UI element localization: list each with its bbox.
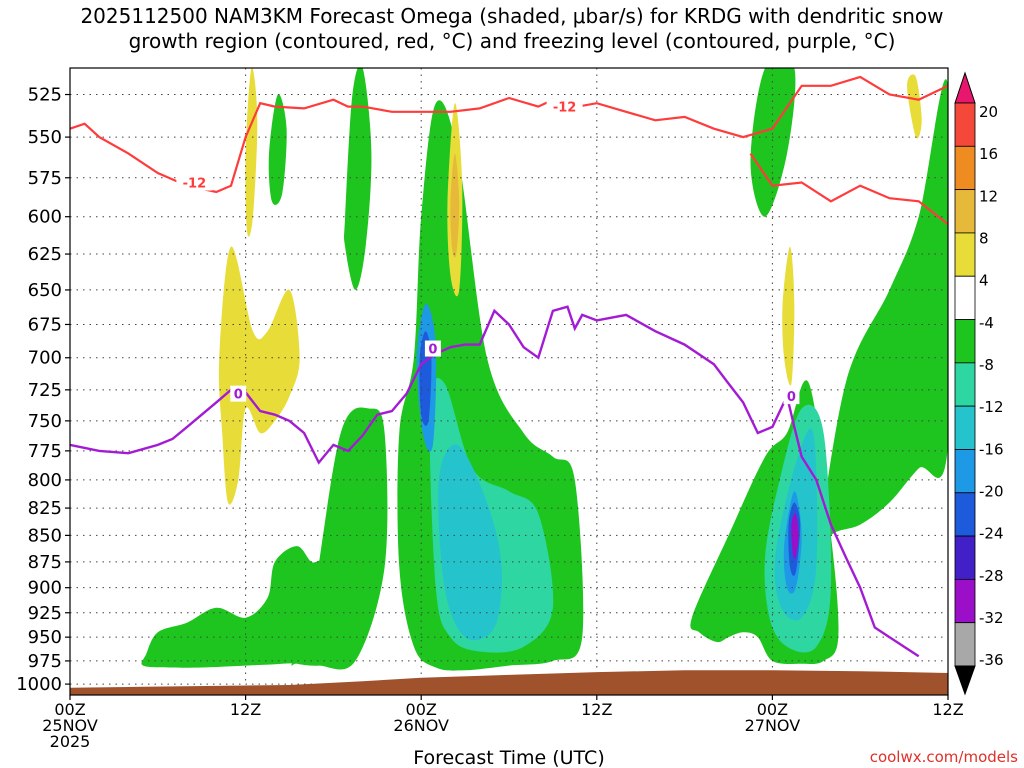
- omega-region-20-level-4: [782, 246, 795, 386]
- gridlines: [70, 68, 948, 695]
- colorbar-label-7: -12: [979, 398, 1004, 416]
- colorbar-label-5: -4: [979, 314, 994, 332]
- omega-region-21-level-4: [907, 74, 922, 139]
- y-tick-label-600: 600: [28, 207, 62, 228]
- x-tick-label-0-2: 2025: [50, 732, 91, 751]
- y-tick-label-625: 625: [28, 244, 62, 265]
- colorbar-label-0: 20: [979, 103, 998, 121]
- contours: -12 -12 0 0 0: [70, 75, 948, 658]
- colorbar-label-1: 16: [979, 145, 998, 163]
- x-tick-label-36-0: 12Z: [581, 700, 612, 719]
- omega-region-18-level-4: [245, 68, 258, 237]
- colorbar-label-3: 8: [979, 230, 989, 248]
- y-tick-label-875: 875: [28, 552, 62, 573]
- y-tick-label-525: 525: [28, 85, 62, 106]
- plot-area: -12 -12 0 0 0: [70, 68, 948, 695]
- x-tick-label-24-1: 26NOV: [393, 716, 449, 735]
- chart-title-line1: 2025112500 NAM3KM Forecast Omega (shaded…: [80, 4, 944, 28]
- dgz-label-0: -12: [183, 177, 207, 192]
- omega-region-10-level--12: [438, 444, 502, 641]
- x-tick-label-12-0: 12Z: [230, 700, 261, 719]
- y-tick-label-650: 650: [28, 280, 62, 301]
- y-tick-label-750: 750: [28, 411, 62, 432]
- colorbar-swatch-10: [954, 492, 976, 537]
- omega-region-6-level--4: [750, 68, 796, 217]
- x-tick-label-24-0: 00Z: [406, 700, 437, 719]
- colorbar-swatch-11: [954, 535, 976, 580]
- colorbar-label-9: -20: [979, 483, 1004, 501]
- y-tick-label-850: 850: [28, 525, 62, 546]
- y-tick-label-725: 725: [28, 380, 62, 401]
- omega-region-17-level-4: [218, 246, 300, 505]
- freezing-label-0-bg: [230, 385, 247, 402]
- dgz-label-1-bg: [546, 98, 583, 115]
- y-tick-label-900: 900: [28, 578, 62, 599]
- terrain: [70, 670, 948, 695]
- dgz-label-0-bg: [176, 174, 213, 191]
- colorbar-swatch-12: [954, 578, 976, 624]
- colorbar-label-8: -16: [979, 440, 1004, 458]
- omega-region-7-level--4: [815, 79, 948, 575]
- y-tick-label-800: 800: [28, 470, 62, 491]
- plot-frame: [69, 67, 949, 696]
- omega-region-1-level--4: [291, 407, 388, 670]
- y-tick-label-950: 950: [28, 627, 62, 648]
- colorbar-swatch-5: [954, 275, 976, 320]
- colorbar-swatch-9: [954, 449, 976, 494]
- freezing-label-0: 0: [234, 388, 243, 403]
- x-tick-label-48-1: 27NOV: [745, 716, 801, 735]
- dgz-contour-lower: [749, 152, 948, 226]
- omega-region-22-level-8: [450, 153, 460, 258]
- omega-region-16-level--28: [791, 513, 799, 559]
- colorbar-bottom-arrow: [954, 665, 976, 696]
- dgz-label-1: -12: [553, 101, 577, 116]
- credit-text: coolwx.com/models: [869, 748, 1018, 766]
- y-tick-label-675: 675: [28, 314, 62, 335]
- x-tick-label-60-0: 12Z: [932, 700, 963, 719]
- omega-region-0-level--4: [141, 546, 332, 668]
- dgz-contour-upper: [70, 75, 948, 194]
- y-tick-label-575: 575: [28, 168, 62, 189]
- colorbar-swatch-1: [954, 102, 976, 147]
- freezing-label-2-bg: [783, 388, 800, 405]
- colorbar-swatch-6: [954, 319, 976, 364]
- x-tick-label-0-0: 00Z: [54, 700, 85, 719]
- colorbar-label-10: -24: [979, 525, 1004, 543]
- freezing-label-1: 0: [428, 343, 437, 358]
- colorbar-swatch-4: [954, 232, 976, 277]
- colorbar-swatch-8: [954, 405, 976, 450]
- colorbar-swatch-7: [954, 362, 976, 407]
- y-axis: 525 550 575 600 625 650 675 700 725 750 775 800 825 8…: [16, 85, 70, 695]
- y-tick-label-975: 975: [28, 651, 62, 672]
- colorbar-label-4: 4: [979, 272, 989, 290]
- colorbar-label-12: -32: [979, 609, 1004, 627]
- freezing-label-1-bg: [424, 340, 441, 357]
- colorbar-swatch-13: [954, 622, 976, 667]
- colorbar-label-2: 12: [979, 187, 998, 205]
- omega-region-3-level--4: [344, 68, 372, 290]
- terrain-fill: [70, 670, 948, 695]
- x-tick-label-0-1: 25NOV: [42, 716, 98, 735]
- y-tick-label-1000: 1000: [16, 674, 62, 695]
- x-axis-label: Forecast Time (UTC): [413, 747, 604, 768]
- x-tick-label-48-0: 00Z: [757, 700, 788, 719]
- colorbar-label-11: -28: [979, 567, 1004, 585]
- colorbar-swatch-2: [954, 145, 976, 191]
- y-tick-label-925: 925: [28, 603, 62, 624]
- y-tick-label-825: 825: [28, 498, 62, 519]
- colorbar-label-6: -8: [979, 356, 994, 374]
- chart-title-line2: growth region (contoured, red, °C) and f…: [128, 29, 896, 53]
- colorbar-label-13: -36: [979, 651, 1004, 669]
- y-tick-label-775: 775: [28, 441, 62, 462]
- y-tick-label-550: 550: [28, 127, 62, 148]
- colorbar: 20 16 12 8 4 -4 -8 -12 -16 -20 -24 -28 -32 -36: [954, 71, 1004, 696]
- y-tick-label-700: 700: [28, 348, 62, 369]
- colorbar-top-arrow: [954, 71, 976, 104]
- colorbar-swatch-3: [954, 189, 976, 234]
- omega-region-4-level--4: [268, 93, 287, 205]
- freezing-label-2: 0: [787, 390, 796, 405]
